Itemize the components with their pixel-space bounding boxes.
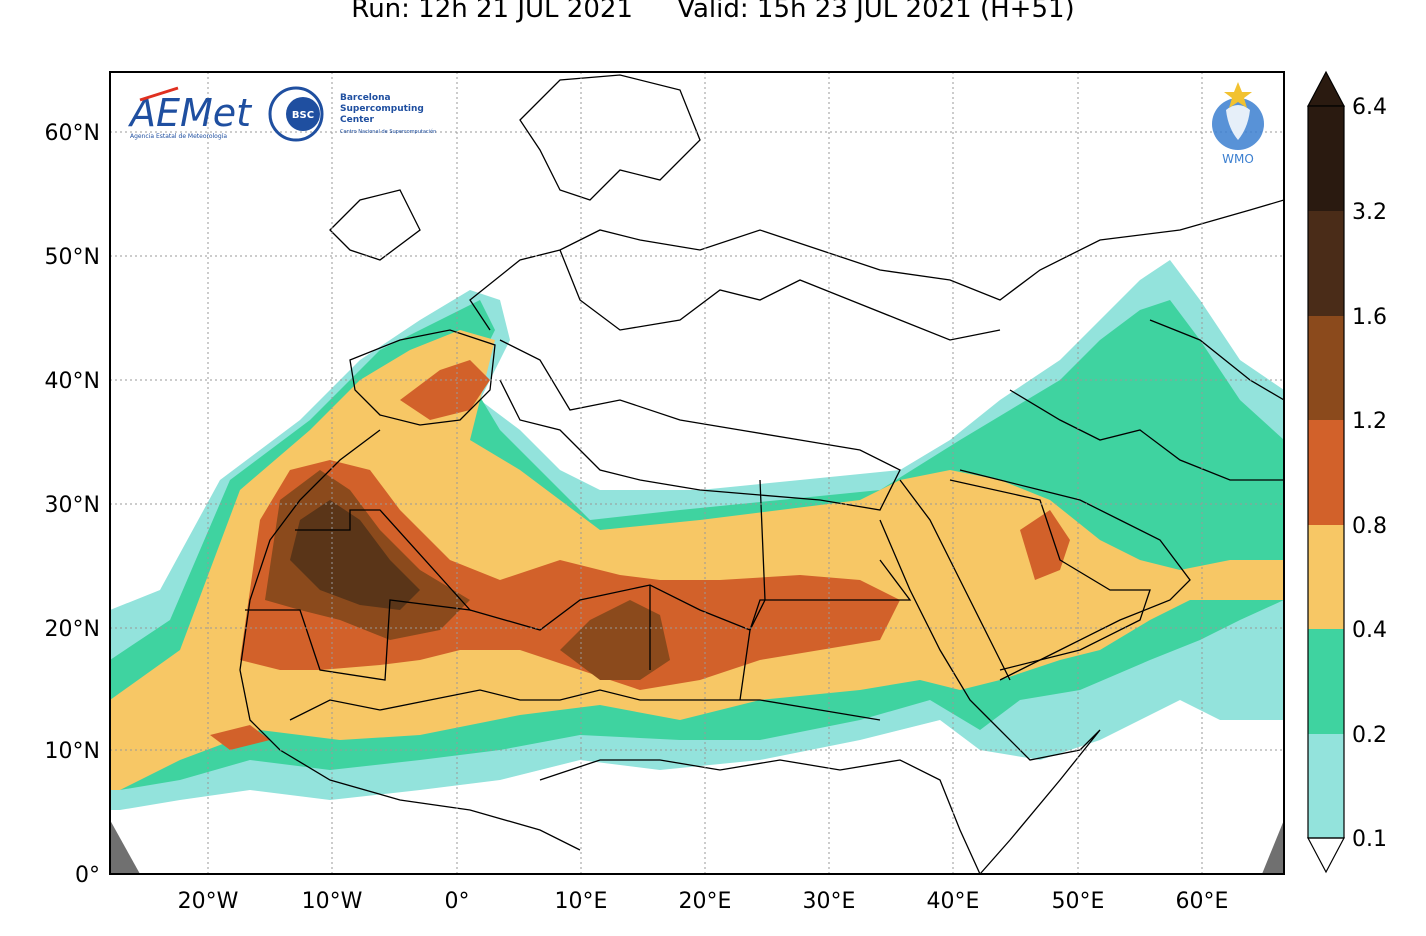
- colorbar-top-arrow: [1307, 70, 1345, 107]
- colorbar-band-1-6: [1308, 316, 1344, 420]
- colorbar-label-0-2: 0.2: [1352, 723, 1387, 748]
- colorbar-band-0-2: [1308, 734, 1344, 838]
- border-mali-algeria: [245, 509, 472, 681]
- bsc-badge-text: BSC: [292, 110, 314, 121]
- colorbar-band-0-4: [1308, 629, 1344, 734]
- lon-label-40e: 40°E: [927, 889, 980, 914]
- offmap-corner-left: [110, 820, 140, 874]
- colorbar-label-0-1: 0.1: [1352, 827, 1387, 852]
- colorbar-bottom-arrow: [1307, 837, 1345, 874]
- run-time: Run: 12h 21 JUL 2021: [351, 0, 633, 24]
- valid-time: Valid: 15h 23 JUL 2021 (H+51): [677, 0, 1075, 24]
- map-title: Run: 12h 21 JUL 2021 Valid: 15h 23 JUL 2…: [0, 0, 1426, 24]
- lon-label-10w: 10°W: [302, 889, 363, 914]
- map-frame: [109, 71, 1285, 875]
- offmap-corner-right: [1262, 820, 1284, 874]
- wmo-star-icon: [1224, 82, 1252, 108]
- coastline-hornafrica: [979, 719, 1101, 874]
- wmo-logo: WMO: [1212, 82, 1264, 166]
- aemet-logo: AEMet Agencia Estatal de Meteorología: [127, 86, 253, 140]
- lon-label-20w: 20°W: [178, 889, 239, 914]
- border-saudi: [949, 479, 1151, 671]
- bsc-logo: BSC Barcelona Supercomputing Center Cent…: [268, 86, 436, 142]
- lat-label-60n: 60°N: [45, 121, 100, 146]
- aemet-swoosh-icon: [139, 86, 179, 102]
- border-westafrica: [289, 689, 881, 721]
- latitude-labels: 60°N 50°N 40°N 30°N 20°N 10°N 0°: [45, 121, 100, 888]
- bsc-name-line1: Barcelona: [340, 93, 391, 103]
- lat-label-10n: 10°N: [45, 739, 100, 764]
- coastline-scandinavia: [519, 74, 701, 201]
- lat-label-20n: 20°N: [45, 617, 100, 642]
- graticule: [110, 72, 1284, 874]
- lon-label-50e: 50°E: [1052, 889, 1105, 914]
- bsc-subtitle: Centro Nacional de Supercomputación: [340, 128, 436, 135]
- longitude-labels: 20°W 10°W 0° 10°E 20°E 30°E 40°E 50°E 60…: [178, 889, 1229, 914]
- dust-level-0-8-iberia: [400, 360, 490, 420]
- lon-label-0: 0°: [445, 889, 470, 914]
- bsc-name-line2: Supercomputing: [340, 104, 424, 114]
- coastline-arabia: [959, 469, 1191, 681]
- coastline-mediterranean: [499, 339, 901, 511]
- coastline-europe: [329, 189, 1284, 331]
- dust-level-1-6: [290, 500, 420, 610]
- colorbar-label-3-2: 3.2: [1352, 200, 1387, 225]
- wmo-text: WMO: [1222, 152, 1254, 166]
- bsc-name-line3: Center: [340, 115, 375, 125]
- colorbar-band-3-2: [1308, 211, 1344, 316]
- colorbar-outline: [1307, 105, 1345, 839]
- lon-label-60e: 60°E: [1176, 889, 1229, 914]
- coastline-redsea: [879, 479, 1011, 721]
- lon-label-30e: 30°E: [803, 889, 856, 914]
- wmo-continents-icon: [1226, 105, 1250, 140]
- border-iran-asia: [1009, 319, 1284, 481]
- dust-level-0-8-arabia: [1020, 510, 1070, 580]
- dust-concentration-layers: [110, 260, 1284, 874]
- dust-level-0-4: [110, 330, 1284, 790]
- lat-label-50n: 50°N: [45, 245, 100, 270]
- lon-label-20e: 20°E: [679, 889, 732, 914]
- border-niger-chad: [469, 559, 912, 631]
- bsc-core-icon: [286, 97, 320, 131]
- colorbar-band-0-8: [1308, 525, 1344, 629]
- lat-label-40n: 40°N: [45, 369, 100, 394]
- coastline-iberia: [349, 329, 496, 426]
- lat-label-30n: 30°N: [45, 493, 100, 518]
- coastline-africa-west: [239, 429, 581, 851]
- colorbar-label-1-2: 1.2: [1352, 409, 1387, 434]
- colorbar-label-6-4: 6.4: [1352, 95, 1387, 120]
- aemet-subtitle: Agencia Estatal de Meteorología: [130, 133, 227, 140]
- bsc-ring-icon: [268, 86, 324, 142]
- border-centralafrica: [539, 759, 981, 874]
- border-europe-central: [559, 249, 1001, 341]
- coastlines-borders: [239, 74, 1284, 874]
- colorbar-band-1-2: [1308, 420, 1344, 525]
- lon-label-10e: 10°E: [555, 889, 608, 914]
- colorbar-label-0-4: 0.4: [1352, 618, 1387, 643]
- dust-level-0-8-westafrica: [210, 725, 270, 750]
- colorbar: 6.4 3.2 1.6 1.2 0.8 0.4 0.2 0.1: [1307, 70, 1387, 874]
- colorbar-band-6-4: [1308, 106, 1344, 211]
- dust-level-1-2-chad: [560, 600, 670, 680]
- lat-label-0: 0°: [75, 863, 100, 888]
- colorbar-label-0-8: 0.8: [1352, 514, 1387, 539]
- colorbar-label-1-6: 1.6: [1352, 305, 1387, 330]
